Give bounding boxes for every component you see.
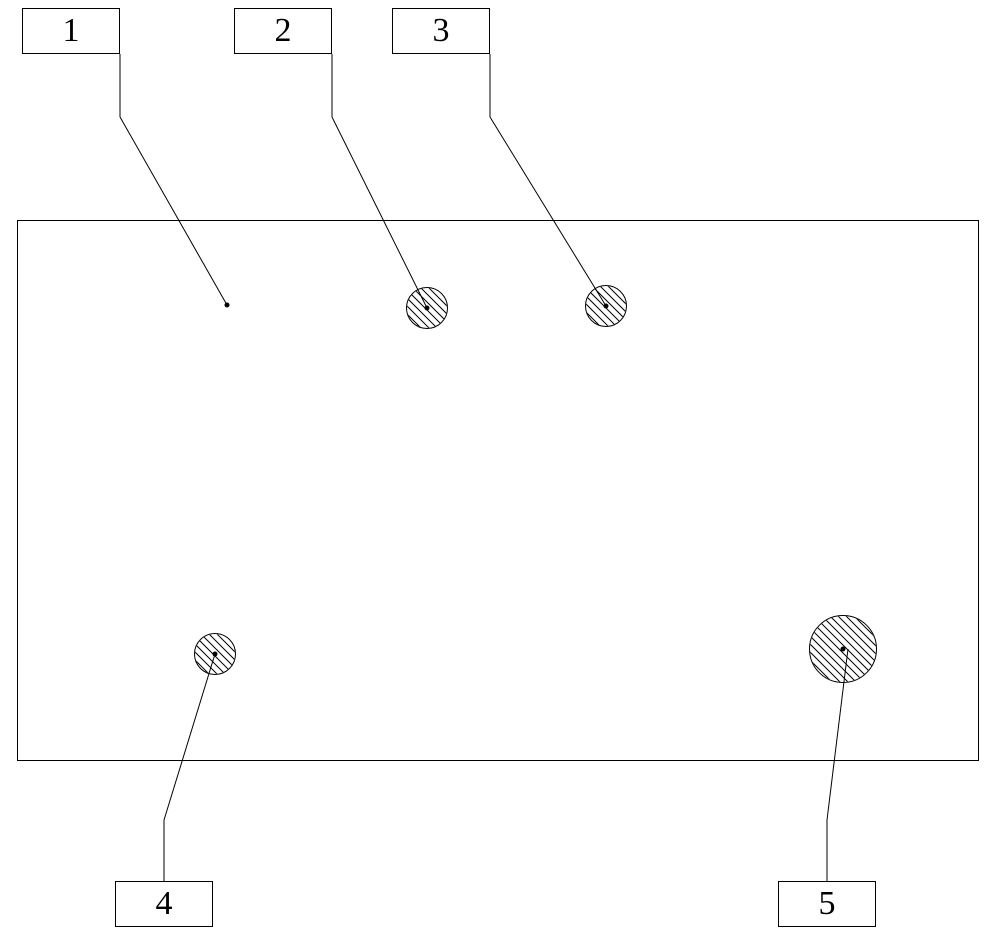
label-3-text: 3 xyxy=(433,12,450,50)
label-2-text: 2 xyxy=(275,12,292,50)
label-3: 3 xyxy=(392,8,490,54)
center-dot-2 xyxy=(425,306,430,311)
label-2: 2 xyxy=(234,8,332,54)
label-5-text: 5 xyxy=(819,885,836,923)
label-1-text: 1 xyxy=(63,12,80,50)
center-dot-4 xyxy=(213,652,218,657)
center-dot-3 xyxy=(604,304,609,309)
label-4: 4 xyxy=(115,881,213,927)
label-5: 5 xyxy=(778,881,876,927)
target-point-1 xyxy=(225,303,230,308)
label-4-text: 4 xyxy=(156,885,173,923)
label-1: 1 xyxy=(22,8,120,54)
center-dot-5 xyxy=(841,647,846,652)
